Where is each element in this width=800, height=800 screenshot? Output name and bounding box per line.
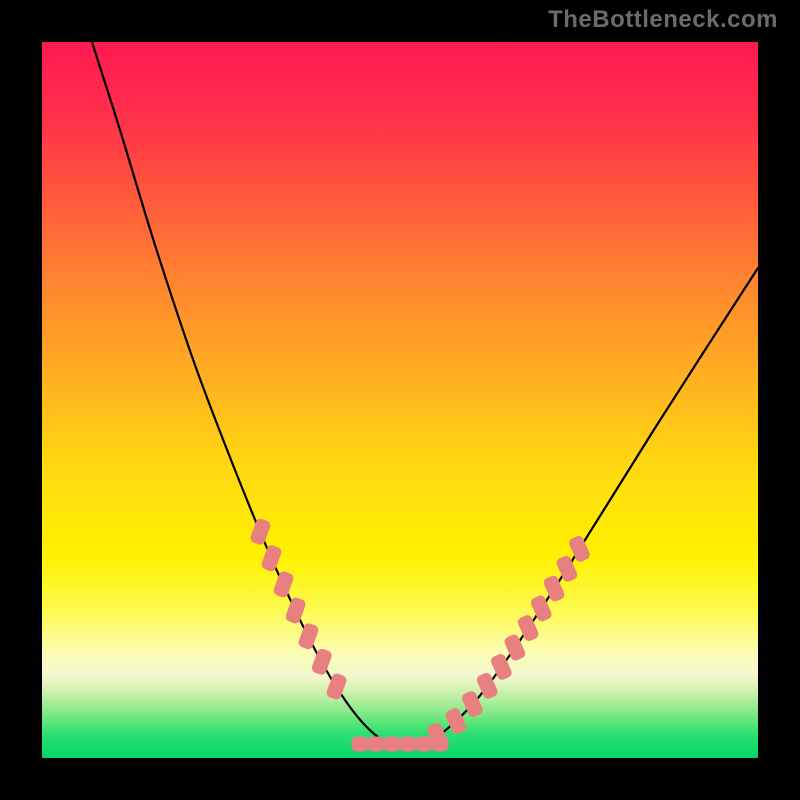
curve-dot (352, 737, 369, 752)
curve-dot (416, 737, 433, 752)
plot-area (42, 42, 758, 758)
gradient-fill (42, 42, 758, 758)
curve-dot (400, 737, 417, 752)
watermark-text: TheBottleneck.com (548, 6, 778, 34)
curve-dot (384, 737, 401, 752)
curve-dot (368, 737, 385, 752)
bottleneck-chart (0, 0, 800, 800)
